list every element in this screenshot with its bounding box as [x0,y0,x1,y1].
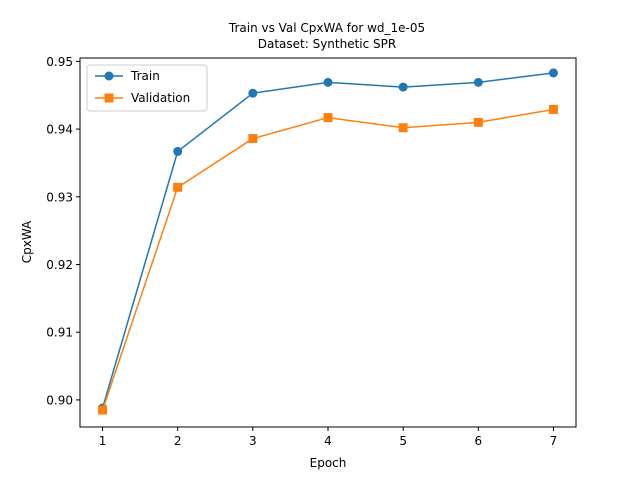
validation-data-point [323,113,333,123]
validation-data-point [173,182,183,192]
x-tick-label: 7 [550,434,558,448]
legend: Train Validation [86,64,208,112]
validation-data-point [398,123,408,133]
x-tick-label: 1 [99,434,107,448]
train-data-point [548,68,558,78]
y-tick-label: 0.90 [46,393,73,407]
x-axis-label: Epoch [310,456,347,470]
series-lines [98,68,558,415]
y-tick-label: 0.92 [46,258,73,272]
legend-train-label: Train [130,69,160,83]
legend-validation-marker [104,93,114,103]
plot-frame [79,57,577,428]
validation-data-point [548,104,558,114]
validation-data-point [248,134,258,144]
train-data-point [323,77,333,87]
y-tick-label: 0.95 [46,55,73,69]
x-tick-label: 6 [474,434,482,448]
y-tick-label: 0.94 [46,123,73,137]
axis-ticks: 1 2 3 4 5 6 7 0.90 0.91 0.92 0.93 0.94 0.95 [46,55,557,448]
chart-title: Train vs Val CpxWA for wd_1e-05 [228,21,425,35]
y-tick-label: 0.93 [46,190,73,204]
legend-validation-label: Validation [131,91,190,105]
chart-subtitle: Dataset: Synthetic SPR [258,37,397,51]
x-tick-label: 3 [249,434,257,448]
train-data-point [173,146,183,156]
x-tick-label: 5 [399,434,407,448]
train-data-point [473,77,483,87]
train-data-point [248,88,258,98]
validation-data-point [98,405,108,415]
train-data-point [398,82,408,92]
y-tick-label: 0.91 [46,326,73,340]
x-tick-label: 2 [174,434,182,448]
y-axis-label: CpxWA [20,220,34,263]
x-tick-label: 4 [324,434,332,448]
validation-data-point [473,117,483,127]
legend-train-marker [104,71,114,81]
